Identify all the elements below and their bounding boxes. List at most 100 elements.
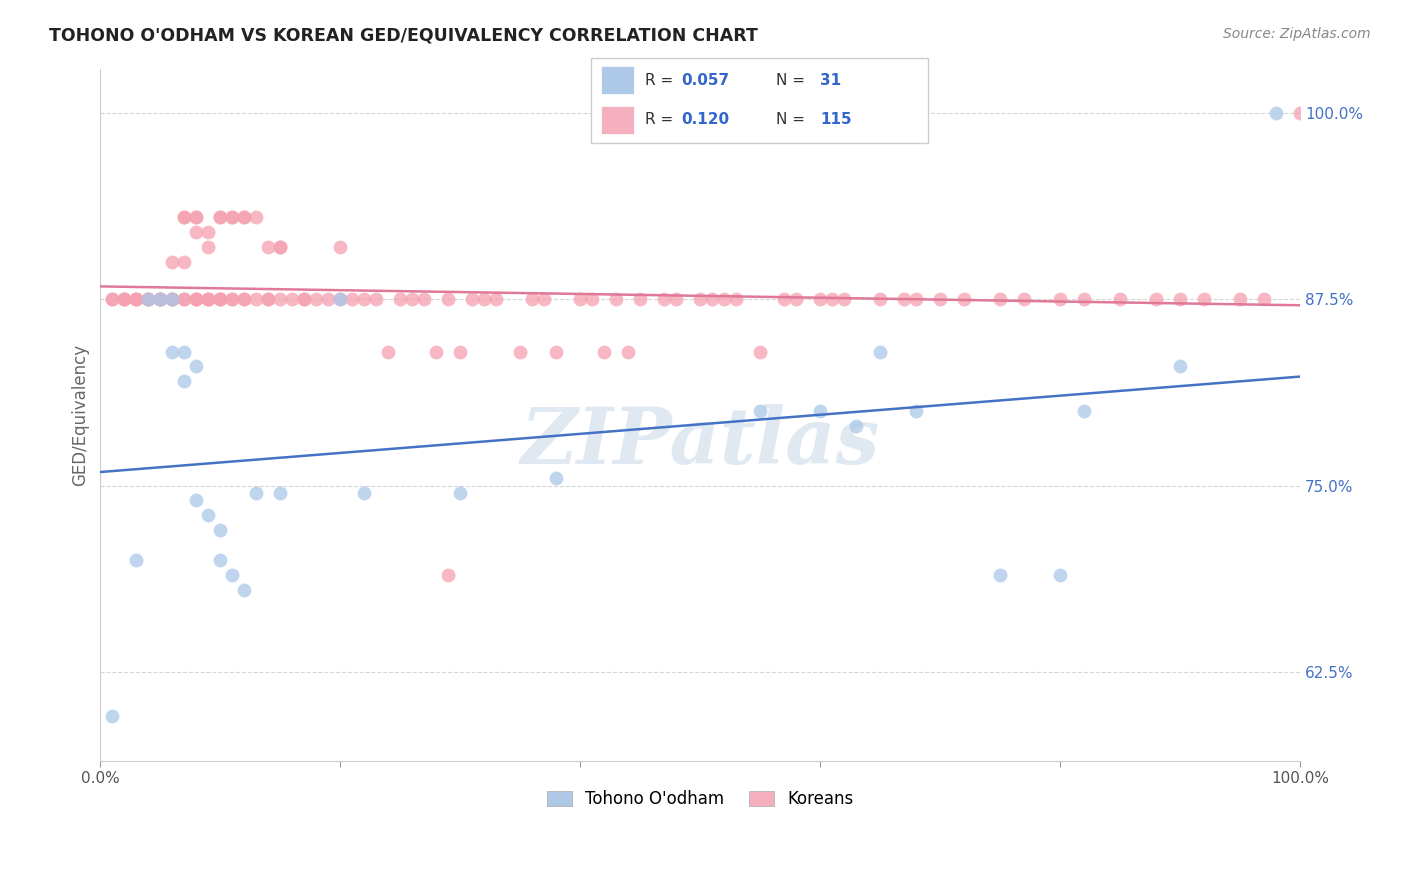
Point xyxy=(257,293,280,307)
Point xyxy=(449,344,471,359)
Point xyxy=(173,293,195,307)
Point xyxy=(1049,568,1071,582)
Text: ZIPatlas: ZIPatlas xyxy=(520,404,880,481)
Point xyxy=(221,293,243,307)
Point xyxy=(209,211,232,225)
Point xyxy=(269,240,291,254)
Point xyxy=(209,293,232,307)
Point xyxy=(1073,293,1095,307)
Point xyxy=(233,211,256,225)
Point xyxy=(689,293,711,307)
Point xyxy=(173,211,195,225)
Point xyxy=(329,293,352,307)
Point xyxy=(533,293,555,307)
Point xyxy=(173,293,195,307)
Point xyxy=(221,211,243,225)
Point xyxy=(101,709,124,723)
Point xyxy=(1073,404,1095,418)
Bar xyxy=(600,67,634,95)
Point xyxy=(1109,293,1132,307)
Point xyxy=(173,374,195,388)
Point xyxy=(173,255,195,269)
FancyBboxPatch shape xyxy=(591,58,928,143)
Point xyxy=(138,293,160,307)
Point xyxy=(138,293,160,307)
Point xyxy=(869,344,891,359)
Point xyxy=(138,293,160,307)
Point xyxy=(1168,359,1191,374)
Point xyxy=(522,293,544,307)
Point xyxy=(197,225,219,239)
Text: N =: N = xyxy=(776,72,810,87)
Point xyxy=(162,255,184,269)
Point xyxy=(209,553,232,567)
Point xyxy=(988,293,1011,307)
Point xyxy=(485,293,508,307)
Point xyxy=(233,211,256,225)
Point xyxy=(652,293,675,307)
Point xyxy=(209,523,232,537)
Point xyxy=(461,293,484,307)
Point xyxy=(905,293,928,307)
Point xyxy=(1229,293,1251,307)
Point xyxy=(725,293,748,307)
Point xyxy=(292,293,315,307)
Point xyxy=(269,486,291,500)
Point xyxy=(125,293,148,307)
Point xyxy=(101,293,124,307)
Point xyxy=(112,293,135,307)
Point xyxy=(773,293,796,307)
Point xyxy=(546,471,568,485)
Point xyxy=(929,293,952,307)
Point xyxy=(221,211,243,225)
Point xyxy=(233,293,256,307)
Point xyxy=(149,293,172,307)
Point xyxy=(162,293,184,307)
Point xyxy=(162,293,184,307)
Point xyxy=(581,293,603,307)
Point xyxy=(162,293,184,307)
Point xyxy=(1168,293,1191,307)
Point xyxy=(149,293,172,307)
Point xyxy=(138,293,160,307)
Point xyxy=(245,486,267,500)
Point xyxy=(186,359,208,374)
Point xyxy=(209,293,232,307)
Point xyxy=(749,404,772,418)
Point xyxy=(245,293,267,307)
Point xyxy=(316,293,339,307)
Point xyxy=(269,240,291,254)
Point xyxy=(353,293,375,307)
Point xyxy=(366,293,388,307)
Text: 0.057: 0.057 xyxy=(682,72,730,87)
Point xyxy=(112,293,135,307)
Point xyxy=(821,293,844,307)
Point xyxy=(472,293,495,307)
Point xyxy=(377,344,399,359)
Point xyxy=(233,293,256,307)
Point xyxy=(186,293,208,307)
Legend: Tohono O'odham, Koreans: Tohono O'odham, Koreans xyxy=(540,784,860,815)
Text: 31: 31 xyxy=(820,72,841,87)
Point xyxy=(221,293,243,307)
Point xyxy=(197,293,219,307)
Point xyxy=(329,293,352,307)
Point xyxy=(425,344,447,359)
Point xyxy=(832,293,855,307)
Point xyxy=(845,419,868,434)
Bar xyxy=(600,106,634,134)
Point xyxy=(281,293,304,307)
Point xyxy=(437,293,460,307)
Point xyxy=(893,293,915,307)
Point xyxy=(186,293,208,307)
Point xyxy=(197,508,219,523)
Text: N =: N = xyxy=(776,112,810,128)
Point xyxy=(186,211,208,225)
Point xyxy=(329,240,352,254)
Point xyxy=(245,211,267,225)
Point xyxy=(221,568,243,582)
Point xyxy=(149,293,172,307)
Text: R =: R = xyxy=(644,72,678,87)
Point xyxy=(125,293,148,307)
Point xyxy=(233,582,256,597)
